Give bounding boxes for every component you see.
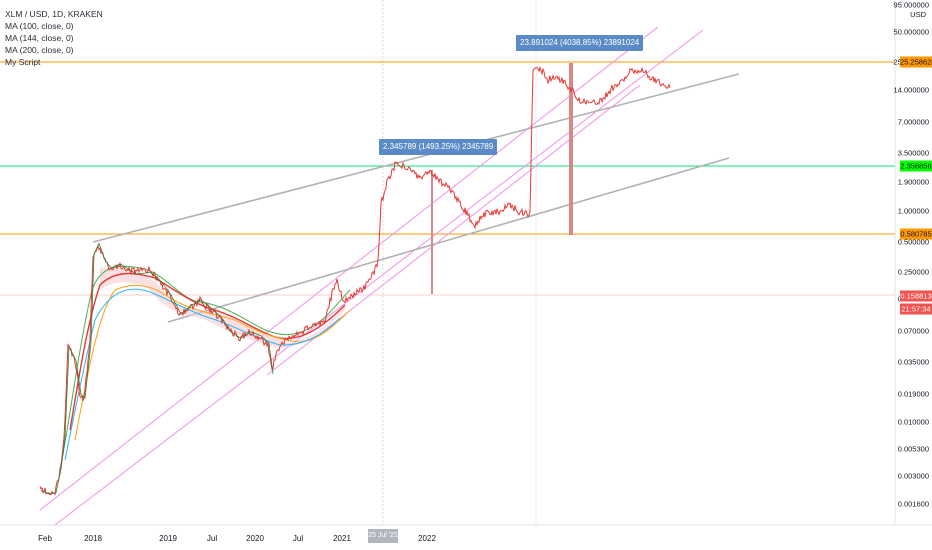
time-label: 2019 xyxy=(159,534,177,543)
price-tick: 0.001600 xyxy=(897,499,929,509)
price-tick: 0.010000 xyxy=(897,417,929,427)
trend-line-lower[interactable] xyxy=(167,157,730,323)
time-label: 2018 xyxy=(84,534,102,543)
channel-line-lower[interactable] xyxy=(266,84,641,376)
price-badge-2-35[interactable]: 2.356856 xyxy=(900,160,932,172)
price-tick: 1.900000 xyxy=(897,177,929,187)
price-tick: 0.035000 xyxy=(897,357,929,367)
price-tick: 14.000000 xyxy=(893,85,929,95)
time-axis[interactable]: Feb 2018 2019 Jul 2020 Jul 2021 2022 xyxy=(0,525,895,550)
legend-ma-100[interactable]: MA (100, close, 0) xyxy=(5,21,74,31)
price-unit: USD xyxy=(910,10,926,19)
time-label: 2020 xyxy=(246,534,264,543)
time-label: Feb xyxy=(38,534,52,543)
measure-callout-first[interactable]: 2.345789 (1493.25%) 2345789 xyxy=(379,139,498,155)
price-badge-0-58[interactable]: 0.580785 xyxy=(900,228,932,240)
price-tick: 1.000000 xyxy=(897,206,929,216)
legend-script[interactable]: My Script xyxy=(5,57,41,67)
legend-ma-144[interactable]: MA (144, close, 0) xyxy=(5,33,74,43)
time-label: 2021 xyxy=(333,534,351,543)
price-series-up xyxy=(40,242,274,495)
measure-bar-first[interactable] xyxy=(431,170,433,294)
ma-100-line xyxy=(59,265,351,471)
price-tick: 0.005300 xyxy=(897,444,929,454)
trend-line-upper[interactable] xyxy=(92,73,740,243)
price-badge-current[interactable]: 0.158813 xyxy=(900,290,932,302)
time-label: Jul xyxy=(206,534,218,543)
price-tick: 50.000000 xyxy=(893,27,929,37)
time-label: Jul xyxy=(292,534,304,543)
ma-fast-line xyxy=(64,288,341,461)
price-tick: 0.003000 xyxy=(897,471,929,481)
price-tick: 0.070000 xyxy=(897,326,929,336)
price-tick: 95.000000 xyxy=(893,0,929,10)
price-badge-25[interactable]: 25.258628 xyxy=(900,56,932,68)
price-scale[interactable]: USD 95.000000 50.000000 25.000000 14.000… xyxy=(893,0,932,525)
price-badge-countdown: 21:57:34 xyxy=(900,303,932,315)
time-cursor-label: 25 Jul '21 xyxy=(368,529,398,543)
time-label: 2022 xyxy=(418,534,436,543)
price-tick: 7.000000 xyxy=(897,117,929,127)
channel-line-middle[interactable] xyxy=(54,29,704,526)
price-tick: 0.019000 xyxy=(897,389,929,399)
legend-symbol[interactable]: XLM / USD, 1D, KRAKEN xyxy=(5,9,103,19)
price-tick: 0.500000 xyxy=(897,237,929,247)
ma-cloud xyxy=(100,267,345,348)
legend-ma-200[interactable]: MA (200, close, 0) xyxy=(5,45,74,55)
chart-legend: XLM / USD, 1D, KRAKEN MA (100, close, 0)… xyxy=(5,8,103,68)
ma-200-line xyxy=(74,284,351,441)
price-tick: 3.500000 xyxy=(897,148,929,158)
measure-bar-second[interactable] xyxy=(569,63,573,235)
price-tick: 0.250000 xyxy=(897,267,929,277)
measure-callout-second[interactable]: 23.891024 (4038.85%) 23891024 xyxy=(516,35,644,51)
price-series-line xyxy=(39,65,671,496)
ma-144-line xyxy=(69,272,346,431)
